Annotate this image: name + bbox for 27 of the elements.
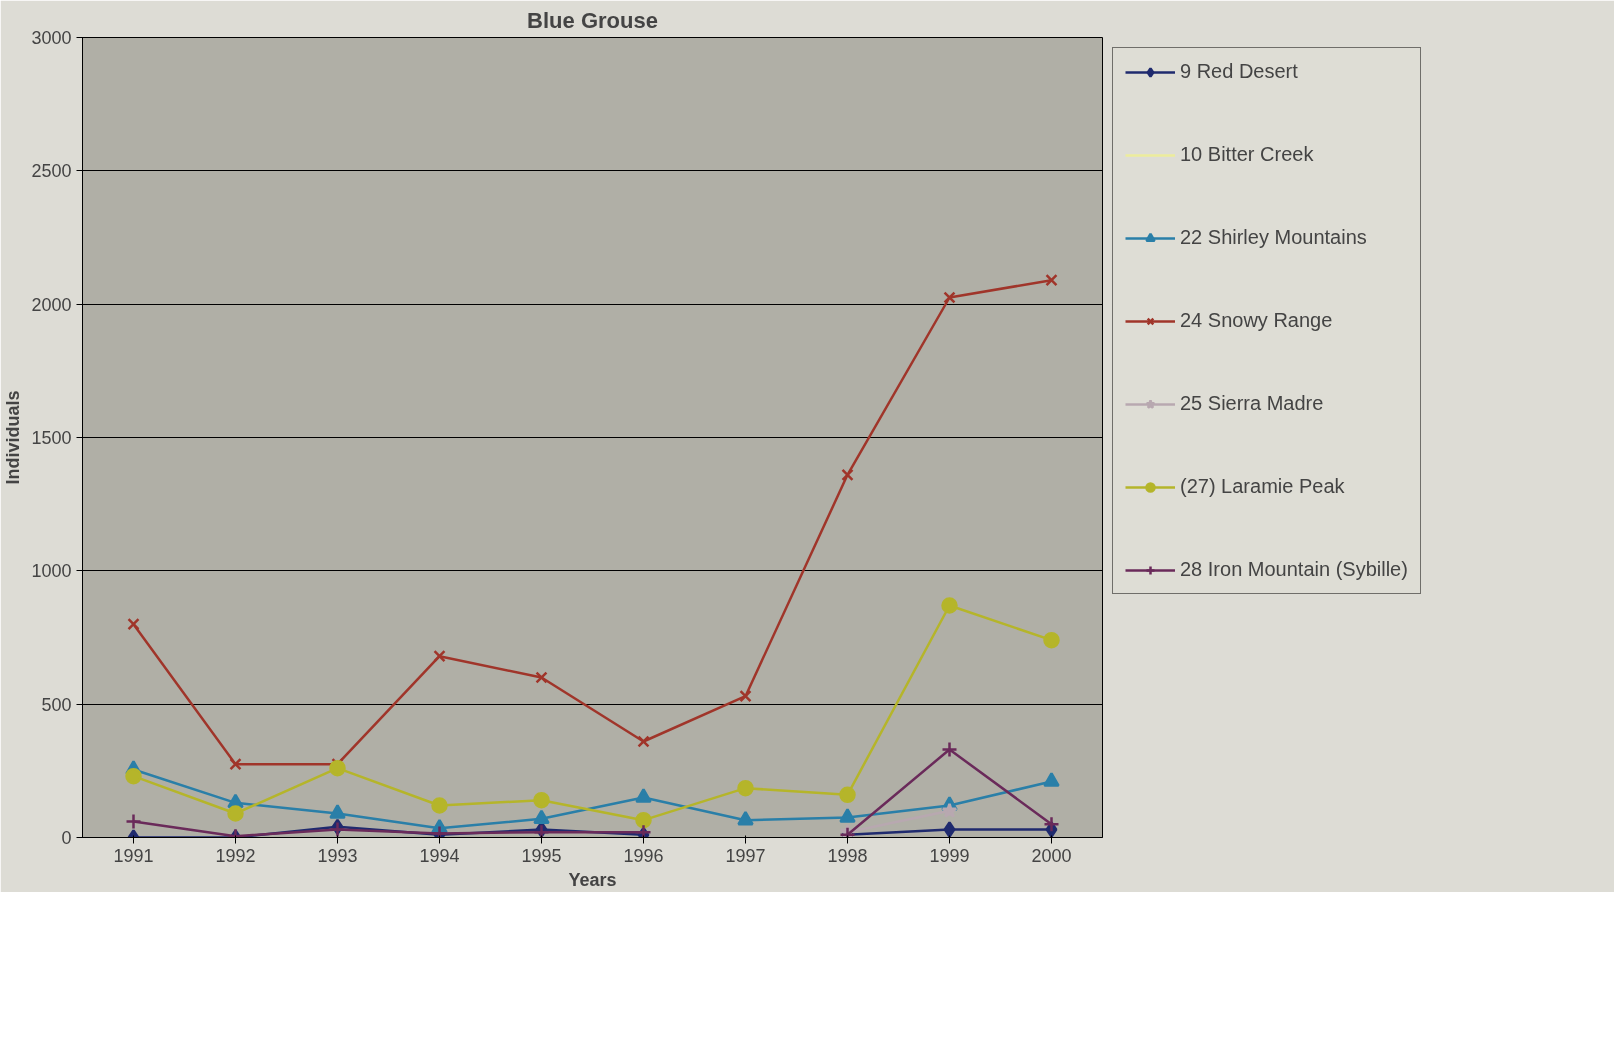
x-tick-label: 1999 [929,845,970,866]
x-tick-label: 1998 [827,845,868,866]
legend-label: 9 Red Desert [1180,60,1298,83]
x-tick-label: 1997 [725,845,766,866]
y-tick-label: 1500 [31,428,72,448]
x-tick-label: 2000 [1031,845,1072,866]
legend-label: 22 Shirley Mountains [1180,226,1367,249]
x-tick-label: 1992 [215,845,256,866]
y-tick-label: 2000 [31,294,72,315]
y-tick-label: 1000 [31,561,72,582]
x-tick-label: 1995 [521,845,562,866]
legend-label: 10 Bitter Creek [1180,143,1314,166]
y-tick-label: 3000 [31,28,72,48]
legend-label: 25 Sierra Madre [1180,392,1324,415]
x-tick-label: 1991 [113,845,154,866]
x-axis-title: Years [568,869,617,890]
legend-label: (27) Laramie Peak [1180,475,1345,498]
y-axis-title: Individuals [3,390,24,485]
legend-label: 24 Snowy Range [1180,309,1333,332]
y-tick-label: 500 [41,694,72,715]
x-tick-label: 1993 [317,845,358,866]
x-tick-label: 1996 [623,845,664,866]
chart-title: Blue Grouse [527,7,658,33]
x-tick-label: 1994 [419,845,460,866]
y-tick-label: 2500 [31,161,72,182]
y-tick-label: 0 [61,828,72,848]
legend-label: 28 Iron Mountain (Sybille) [1180,558,1408,581]
